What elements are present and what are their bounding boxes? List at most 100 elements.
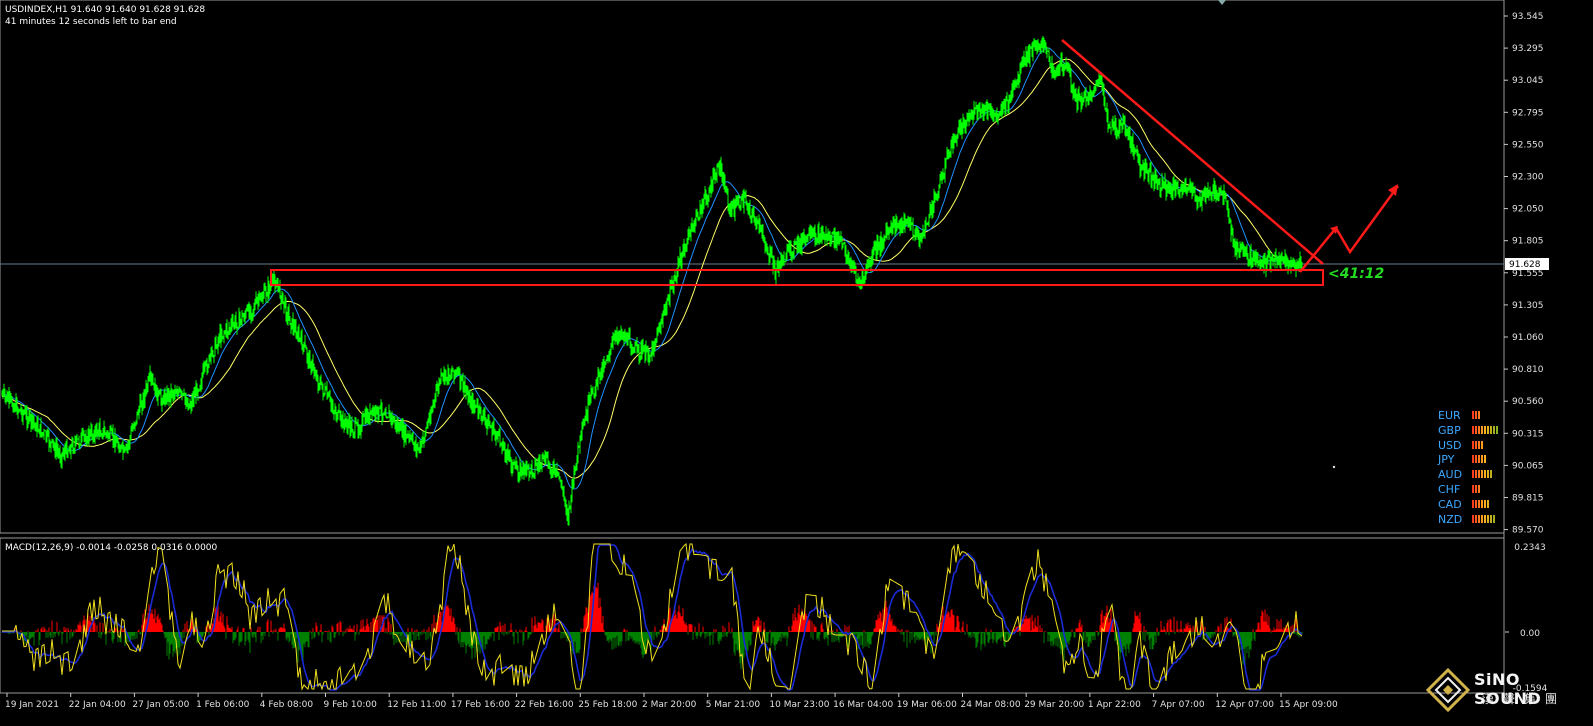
strength-bar — [1475, 485, 1477, 493]
strength-bar — [1481, 440, 1483, 449]
strength-bar — [1472, 470, 1474, 479]
logo-name: SiNO SOUND — [1474, 670, 1542, 708]
chart-dot — [1332, 465, 1336, 469]
price-tick-label: 92.300 — [1512, 173, 1544, 183]
price-axis: 93.545 93.295 93.045 92.795 92.550 92.300 92.0… — [1504, 12, 1544, 536]
strength-bars-gbp — [1472, 425, 1498, 434]
countdown-label: <41:12 — [1328, 266, 1384, 282]
strength-bar — [1472, 514, 1474, 523]
strength-bars-nzd — [1472, 514, 1495, 523]
strength-bar — [1472, 440, 1474, 449]
macd-tick-max: 0.2343 — [1514, 543, 1546, 553]
time-tick-label: 15 Apr 09:00 — [1279, 700, 1338, 710]
macd-frame — [0, 537, 1505, 694]
projection-arrow[interactable] — [1299, 185, 1400, 273]
strength-bar — [1472, 411, 1474, 419]
strength-bar — [1475, 514, 1477, 523]
strength-bar — [1478, 470, 1480, 479]
strength-bar — [1484, 455, 1486, 464]
current-price-label: 91.628 — [1509, 260, 1541, 270]
time-axis: 19 Jan 2021 22 Jan 04:00 27 Jan 05:00 1 Feb… — [5, 693, 1338, 710]
currency-label-jpy: JPY — [1438, 453, 1455, 467]
strength-bar — [1475, 470, 1477, 479]
time-tick-label: 9 Feb 10:00 — [324, 700, 378, 710]
strength-bar — [1484, 499, 1486, 508]
time-tick-label: 1 Feb 06:00 — [196, 700, 250, 710]
strength-bar — [1472, 485, 1474, 493]
support-zone-rectangle[interactable] — [270, 269, 1324, 286]
strength-bar — [1478, 440, 1480, 449]
time-tick-label: 27 Jan 05:00 — [132, 700, 189, 710]
strength-bar — [1475, 455, 1477, 464]
price-tick-label: 91.305 — [1512, 301, 1544, 311]
price-tick-label: 91.555 — [1512, 269, 1544, 279]
time-tick-label: 10 Mar 23:00 — [769, 700, 829, 710]
price-tick-label: 91.060 — [1512, 333, 1544, 343]
macd-tick-min: -0.1594 — [1513, 684, 1548, 694]
strength-bar — [1481, 499, 1483, 508]
strength-bar — [1487, 499, 1489, 508]
current-price-box — [1505, 258, 1549, 270]
strength-bars-eur — [1472, 411, 1480, 419]
time-tick-label: 1 Apr 22:00 — [1088, 700, 1141, 710]
currency-label-eur: EUR — [1438, 409, 1461, 422]
main-chart-frame — [0, 0, 1505, 534]
strength-bar — [1475, 499, 1477, 508]
strength-bar — [1490, 425, 1492, 434]
strength-bar — [1487, 425, 1489, 434]
strength-bar — [1481, 470, 1483, 479]
strength-bar — [1487, 470, 1489, 479]
strength-bar — [1478, 514, 1480, 523]
arrow-head-small-icon — [1330, 226, 1338, 234]
price-tick-label: 90.065 — [1512, 461, 1544, 471]
strength-bar — [1472, 455, 1474, 464]
logo-diamond-icon — [1426, 668, 1470, 712]
shift-marker-icon[interactable] — [1218, 0, 1226, 5]
strength-bar — [1475, 411, 1477, 419]
currency-label-aud: AUD — [1438, 468, 1463, 482]
macd-tick-zero: 0.00 — [1520, 629, 1540, 639]
strength-bar — [1493, 514, 1495, 523]
price-candles — [1, 36, 1303, 526]
currency-label-gbp: GBP — [1438, 423, 1461, 437]
strength-bar — [1478, 485, 1480, 493]
strength-bar — [1484, 470, 1486, 479]
arrow-head-icon — [1388, 184, 1398, 196]
price-tick-label: 90.315 — [1512, 429, 1544, 439]
price-tick-label: 90.810 — [1512, 365, 1544, 375]
strength-bar — [1496, 425, 1498, 434]
candle-wicks — [1, 36, 1303, 526]
time-tick-label: 19 Jan 2021 — [5, 700, 59, 710]
price-tick-label: 92.550 — [1512, 140, 1544, 150]
time-tick-label: 12 Feb 11:00 — [387, 700, 446, 710]
time-tick-label: 17 Feb 16:00 — [451, 700, 510, 710]
price-tick-label: 91.805 — [1512, 237, 1544, 247]
strength-bars-cad — [1472, 499, 1489, 508]
currency-label-usd: USD — [1438, 438, 1462, 452]
strength-bar — [1490, 470, 1492, 479]
time-tick-label: 19 Mar 06:00 — [897, 700, 957, 710]
strength-bar — [1481, 425, 1483, 434]
strength-bar — [1481, 455, 1483, 464]
strength-bar — [1472, 425, 1474, 434]
downtrend-line[interactable] — [1061, 39, 1324, 265]
time-tick-label: 16 Mar 04:00 — [833, 700, 893, 710]
logo-subtitle: 漢聲集團 — [1482, 692, 1567, 706]
time-tick-label: 25 Feb 18:00 — [578, 700, 637, 710]
time-tick-label: 4 Feb 08:00 — [260, 700, 314, 710]
time-tick-label: 22 Jan 04:00 — [69, 700, 126, 710]
price-tick-label: 93.545 — [1512, 12, 1544, 22]
strength-bar — [1478, 425, 1480, 434]
price-tick-label: 90.560 — [1512, 397, 1544, 407]
strength-bars-usd — [1472, 440, 1483, 449]
currency-label-chf: CHF — [1438, 483, 1461, 496]
strength-bar — [1481, 514, 1483, 523]
price-tick-label: 89.815 — [1512, 494, 1544, 504]
macd-header: MACD(12,26,9) -0.0014 -0.0258 0.0316 0.0… — [5, 543, 218, 553]
strength-bar — [1484, 425, 1486, 434]
time-tick-label: 22 Feb 16:00 — [515, 700, 574, 710]
time-tick-label: 24 Mar 08:00 — [961, 700, 1021, 710]
strength-bars-jpy — [1472, 455, 1486, 464]
company-logo: SiNO SOUND 漢聲集團 — [1422, 668, 1592, 726]
